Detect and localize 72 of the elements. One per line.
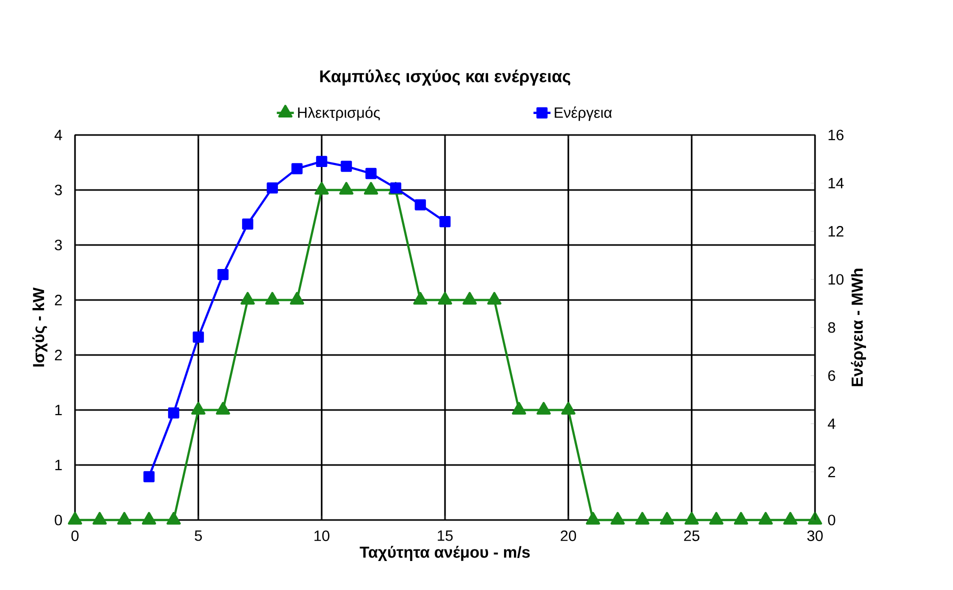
point [783,512,798,525]
x-tick-label: 30 [807,530,823,542]
point [316,156,328,168]
point [487,292,502,305]
y-axis-title: Ισχύς - kW [32,287,48,367]
point [586,512,600,525]
point [92,512,107,525]
y2-tick-label: 16 [828,130,844,140]
legend-label: Ηλεκτρισμός [298,106,380,121]
point [808,512,822,525]
point [191,402,206,415]
point [512,402,526,415]
y-tick-label: 2 [54,294,62,306]
y-tick-label: 3 [54,240,62,250]
point [340,160,352,172]
y-tick-label: 3 [54,184,62,196]
point [365,168,377,180]
point [314,182,329,195]
y2-tick-label: 4 [828,418,836,429]
point [242,218,254,230]
y2-tick-label: 8 [828,322,836,333]
point [462,292,477,305]
point [734,512,748,525]
point [414,199,426,210]
point [143,471,155,482]
point [438,292,452,305]
y-tick-label: 2 [54,350,62,360]
point [290,292,304,305]
point [364,182,378,195]
y2-tick-label: 0 [828,514,836,526]
x-tick-label: 0 [71,530,79,542]
point [709,512,724,525]
y2-tick-label: 10 [828,274,844,285]
point [166,512,181,525]
point [536,402,551,415]
point [265,292,280,305]
x-tick-label: 15 [438,530,453,541]
point [413,292,428,305]
y2-tick-label: 12 [828,226,844,236]
y2-axis-title: Ενέργεια - MWh [850,268,866,386]
y-tick-label: 1 [55,404,62,416]
point [339,182,354,195]
point [168,407,180,418]
x-tick-label: 5 [194,530,202,541]
point [610,512,625,525]
point [217,268,229,280]
y2-tick-label: 2 [828,466,836,478]
point [291,163,303,174]
point [240,292,255,305]
x-axis-title: Ταχύτητα ανέμου - m/s [360,546,530,561]
y-tick-label: 4 [54,130,62,140]
chart-title: Καμπύλες ισχύος και ενέργειας [320,69,570,86]
point [561,402,576,415]
y2-tick-label: 14 [828,178,844,188]
point [117,512,132,525]
point [684,512,699,525]
legend-label: Ενέργεια [554,106,612,121]
point [758,512,773,525]
point [68,512,82,525]
point [142,512,156,525]
point [216,402,230,415]
point [660,512,674,525]
point [192,332,204,343]
x-tick-label: 25 [684,530,700,542]
point [439,216,451,228]
x-tick-label: 20 [560,530,576,542]
point [635,512,650,525]
y-tick-label: 1 [55,460,62,470]
y-tick-label: 0 [54,514,62,526]
y2-tick-label: 6 [828,370,836,381]
point [266,182,278,194]
x-tick-label: 10 [314,530,330,542]
